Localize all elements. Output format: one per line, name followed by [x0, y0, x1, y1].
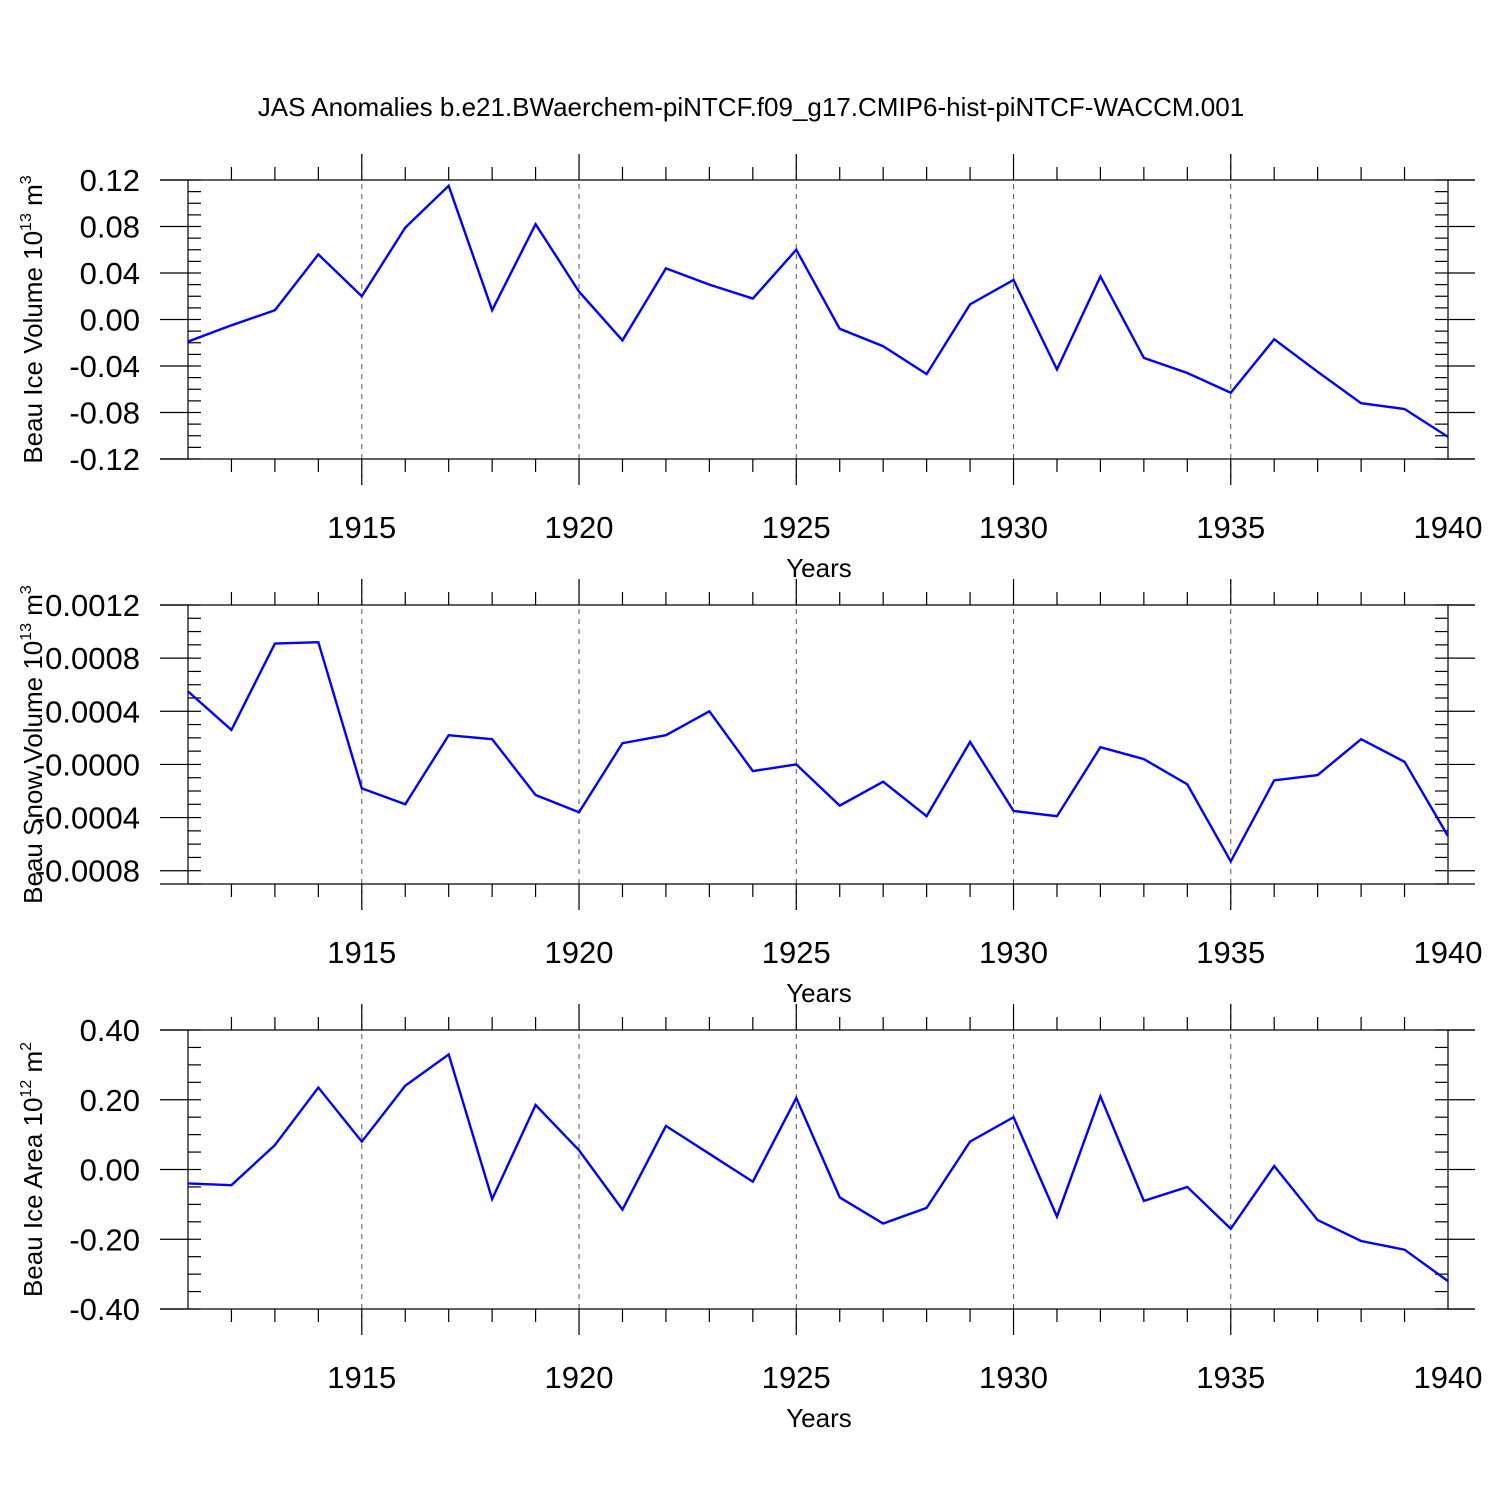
- y-axis-label: Beau Snow Volume 1013 m3: [18, 585, 48, 904]
- x-axis-label: Years: [786, 1403, 852, 1433]
- series-line: [188, 183, 1448, 438]
- y-tick-label: 0.12: [80, 163, 140, 198]
- x-tick-label: 1935: [1196, 510, 1265, 545]
- x-tick-label: 1930: [979, 510, 1048, 545]
- x-tick-label: 1940: [1414, 510, 1483, 545]
- chart-panel-1: 0.12 0.08 0.04 0.00 -0.04 -0.08 -0.12 1915 1920 1…: [18, 154, 1482, 583]
- y-tick-label: -0.08: [69, 396, 140, 431]
- figure-title: JAS Anomalies b.e21.BWaerchem-piNTCF.f09…: [258, 92, 1244, 122]
- x-tick-label: 1935: [1196, 1360, 1265, 1395]
- y-tick-label: -0.0000: [35, 747, 140, 782]
- chart-panel-3: 0.40 0.20 0.00 -0.20 -0.40 1915 1920 1925 1930 19…: [18, 1004, 1482, 1433]
- x-axis-label: Years: [786, 978, 852, 1008]
- x-tick-label: 1915: [327, 510, 396, 545]
- y-tick-label: 0.20: [80, 1083, 140, 1118]
- x-tick-label: 1935: [1196, 935, 1265, 970]
- y-tick-label: 0.00: [80, 1153, 140, 1188]
- y-axis-label: Beau Ice Volume 1013 m3: [18, 175, 48, 463]
- y-tick-label: -0.04: [69, 349, 140, 384]
- x-axis-label: Years: [786, 553, 852, 583]
- x-tick-label: 1920: [545, 1360, 614, 1395]
- y-axis-label: Beau Ice Area 1012 m2: [18, 1042, 48, 1297]
- x-tick-label: 1920: [545, 510, 614, 545]
- x-tick-label: 1920: [545, 935, 614, 970]
- x-tick-label: 1925: [762, 1360, 831, 1395]
- x-tick-label: 1930: [979, 1360, 1048, 1395]
- y-tick-label: -0.12: [69, 442, 140, 477]
- y-tick-label: -0.20: [69, 1222, 140, 1257]
- chart-panel-2: 0.0012 0.0008 0.0004 -0.0000 -0.0004 -0.0008 1…: [18, 579, 1482, 1008]
- x-tick-label: 1915: [327, 935, 396, 970]
- x-tick-label: 1940: [1414, 935, 1483, 970]
- x-tick-label: 1930: [979, 935, 1048, 970]
- y-tick-label: 0.0008: [45, 641, 140, 676]
- y-tick-label: 0.0012: [45, 588, 140, 623]
- x-tick-label: 1915: [327, 1360, 396, 1395]
- y-tick-label: -0.0008: [35, 854, 140, 889]
- y-tick-label: 0.00: [80, 303, 140, 338]
- y-tick-label: -0.40: [69, 1292, 140, 1327]
- x-tick-label: 1940: [1414, 1360, 1483, 1395]
- y-tick-label: 0.40: [80, 1013, 140, 1048]
- panels: 0.12 0.08 0.04 0.00 -0.04 -0.08 -0.12 1915 1920 1…: [18, 154, 1482, 1433]
- y-tick-label: 0.08: [80, 210, 140, 245]
- x-tick-label: 1925: [762, 510, 831, 545]
- y-tick-label: -0.0004: [35, 801, 140, 836]
- series-line: [188, 1052, 1448, 1283]
- series-line: [188, 640, 1448, 864]
- y-tick-label: 0.04: [80, 256, 140, 291]
- x-tick-label: 1925: [762, 935, 831, 970]
- y-tick-label: 0.0004: [45, 694, 140, 729]
